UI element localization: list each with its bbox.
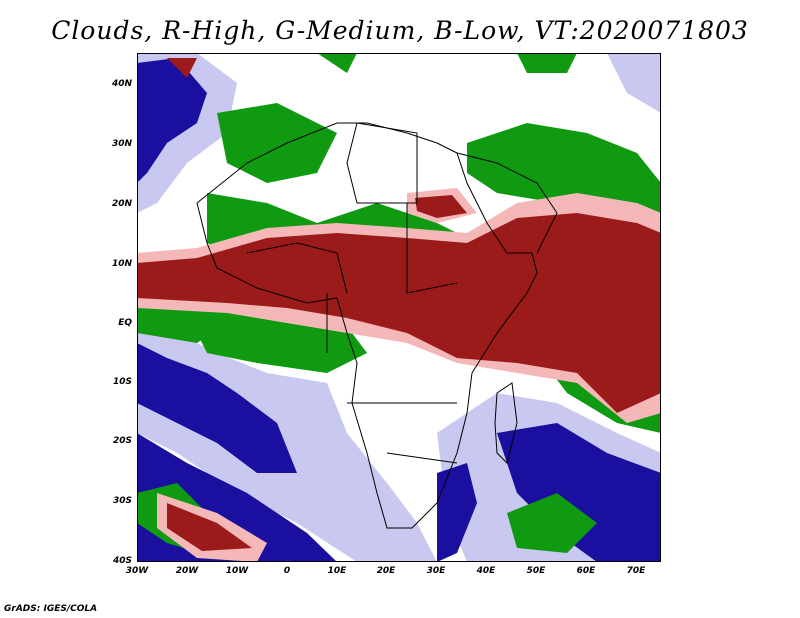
cloud-map-panel — [137, 53, 661, 562]
y-tick-label: 30N — [111, 139, 132, 149]
credit-text: GrADS: IGES/COLA — [4, 604, 98, 614]
high-cloud-layer — [137, 58, 661, 562]
y-tick-label: 30S — [112, 496, 132, 506]
x-tick-label: 60E — [576, 566, 596, 576]
coastline-layer — [196, 122, 558, 529]
cloud-map-svg — [137, 53, 661, 562]
y-tick-label: 10S — [112, 377, 132, 387]
y-tick-label: 40S — [112, 556, 132, 566]
x-tick-label: 30E — [426, 566, 446, 576]
x-tick-label: 40E — [476, 566, 496, 576]
y-tick-label: 20S — [112, 436, 132, 446]
y-tick-label: 40N — [111, 79, 132, 89]
x-tick-label: 30W — [125, 566, 149, 576]
y-tick-label: 20N — [111, 199, 132, 209]
map-title: Clouds, R-High, G-Medium, B-Low, VT:2020… — [51, 16, 749, 45]
y-tick-label: 10N — [111, 259, 132, 269]
y-tick-label: EQ — [118, 318, 132, 328]
low-cloud-layer — [137, 53, 661, 562]
x-tick-label: 50E — [526, 566, 546, 576]
x-tick-label: 10E — [327, 566, 347, 576]
x-tick-label: 70E — [626, 566, 646, 576]
x-tick-label: 20W — [175, 566, 199, 576]
x-tick-label: 20E — [376, 566, 396, 576]
x-tick-label: 10W — [225, 566, 249, 576]
x-tick-label: 0 — [283, 566, 291, 576]
